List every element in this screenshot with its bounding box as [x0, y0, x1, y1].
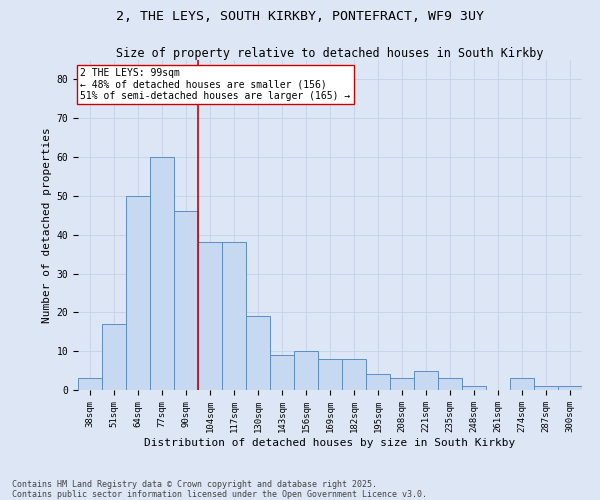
Bar	[78, 378, 102, 390]
Bar	[462, 386, 486, 390]
Bar	[294, 351, 318, 390]
Text: 2, THE LEYS, SOUTH KIRKBY, PONTEFRACT, WF9 3UY: 2, THE LEYS, SOUTH KIRKBY, PONTEFRACT, W…	[116, 10, 484, 23]
Bar	[246, 316, 270, 390]
Text: Contains HM Land Registry data © Crown copyright and database right 2025.
Contai: Contains HM Land Registry data © Crown c…	[12, 480, 427, 499]
Text: 2 THE LEYS: 99sqm
← 48% of detached houses are smaller (156)
51% of semi-detache: 2 THE LEYS: 99sqm ← 48% of detached hous…	[80, 68, 350, 101]
Bar	[390, 378, 414, 390]
Bar	[222, 242, 246, 390]
Bar	[318, 359, 342, 390]
Bar	[438, 378, 462, 390]
Bar	[174, 212, 198, 390]
Bar	[558, 386, 582, 390]
X-axis label: Distribution of detached houses by size in South Kirkby: Distribution of detached houses by size …	[145, 438, 515, 448]
Title: Size of property relative to detached houses in South Kirkby: Size of property relative to detached ho…	[116, 47, 544, 60]
Bar	[534, 386, 558, 390]
Bar	[150, 157, 174, 390]
Bar	[414, 370, 438, 390]
Bar	[366, 374, 390, 390]
Bar	[102, 324, 126, 390]
Y-axis label: Number of detached properties: Number of detached properties	[43, 127, 52, 323]
Bar	[198, 242, 222, 390]
Bar	[342, 359, 366, 390]
Bar	[270, 355, 294, 390]
Bar	[126, 196, 150, 390]
Bar	[510, 378, 534, 390]
